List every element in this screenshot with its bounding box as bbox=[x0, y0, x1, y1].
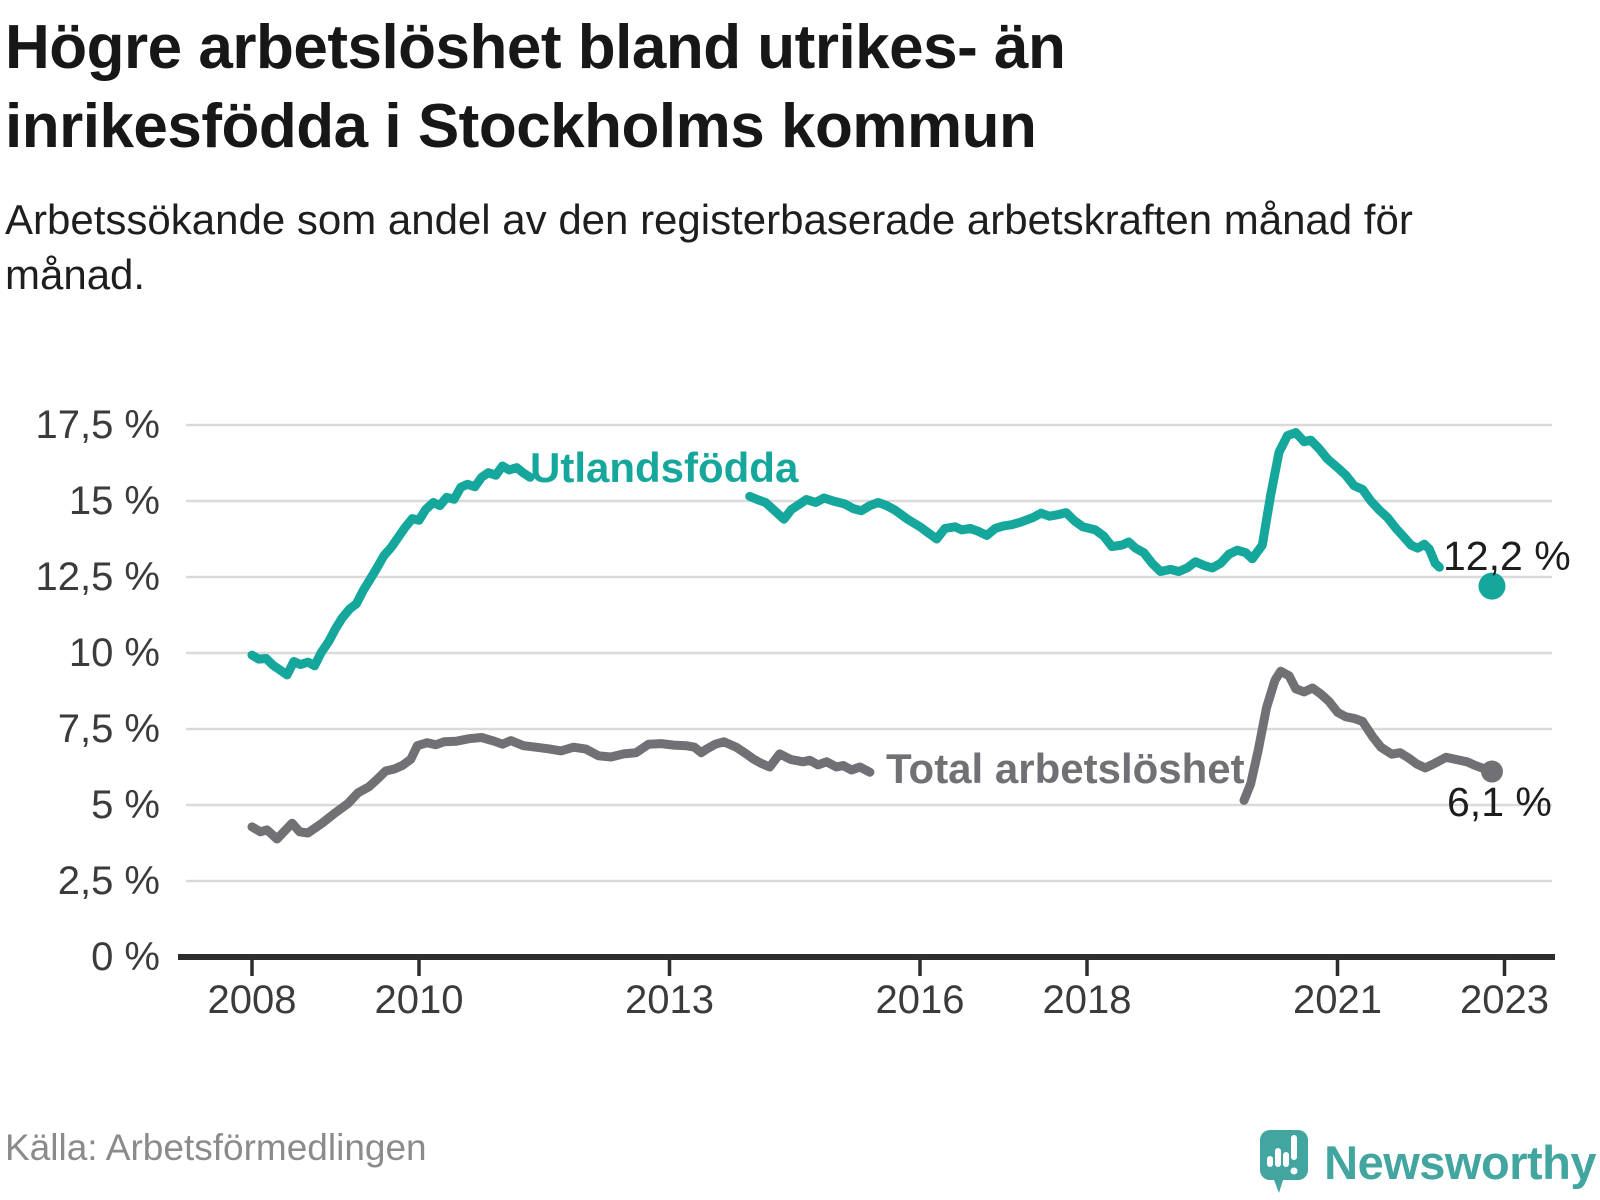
x-tick-label: 2016 bbox=[876, 978, 965, 1022]
logo-exclamation-stem bbox=[1291, 1135, 1298, 1160]
series-line-utlandsfodda bbox=[745, 428, 1444, 576]
series-end-value-total-arbetsloshet: 6,1 % bbox=[1447, 779, 1552, 825]
x-tick-label: 2010 bbox=[375, 978, 464, 1022]
y-tick-label: 7,5 % bbox=[58, 707, 160, 751]
logo-bar-2 bbox=[1275, 1148, 1282, 1167]
series-end-dot-total-arbetsloshet bbox=[1480, 760, 1503, 783]
y-tick-label: 15 % bbox=[69, 479, 160, 523]
series-line-utlandsfodda bbox=[247, 461, 535, 680]
series-end-value-utlandsfodda: 12,2 % bbox=[1443, 533, 1571, 579]
series-label-total-arbetsloshet: Total arbetslöshet bbox=[886, 745, 1245, 792]
x-tick-label: 2008 bbox=[208, 978, 297, 1022]
series-label-utlandsfodda: Utlandsfödda bbox=[530, 444, 799, 491]
x-tick-label: 2023 bbox=[1460, 978, 1549, 1022]
newsworthy-logo-icon bbox=[1260, 1130, 1309, 1193]
page-title: Högre arbetslöshet bland utrikes- än inr… bbox=[5, 13, 1066, 161]
y-tick-label: 10 % bbox=[69, 631, 160, 675]
chart-subtitle: Arbetssökande som andel av den registerb… bbox=[5, 196, 1413, 298]
y-tick-label: 12,5 % bbox=[35, 555, 160, 599]
x-tick-label: 2013 bbox=[625, 978, 714, 1022]
newsworthy-logo: Newsworthy bbox=[1260, 1130, 1596, 1196]
y-tick-label: 5 % bbox=[91, 783, 160, 827]
y-tick-label: 0 % bbox=[91, 935, 160, 979]
series-line-total-arbetsloshet bbox=[1239, 666, 1497, 805]
series-end-dot-utlandsfodda bbox=[1478, 572, 1506, 600]
logo-exclamation-dot bbox=[1290, 1167, 1298, 1175]
y-tick-label: 17,5 % bbox=[35, 403, 160, 447]
brand-name: Newsworthy bbox=[1324, 1136, 1596, 1189]
x-tick-label: 2021 bbox=[1293, 978, 1382, 1022]
logo-bar-1 bbox=[1267, 1156, 1274, 1167]
y-tick-label: 2,5 % bbox=[58, 859, 160, 903]
logo-bar-3 bbox=[1283, 1152, 1290, 1167]
series-line-total-arbetsloshet bbox=[247, 733, 875, 844]
source-note: Källa: Arbetsförmedlingen bbox=[5, 1127, 427, 1168]
x-tick-label: 2018 bbox=[1043, 978, 1132, 1022]
